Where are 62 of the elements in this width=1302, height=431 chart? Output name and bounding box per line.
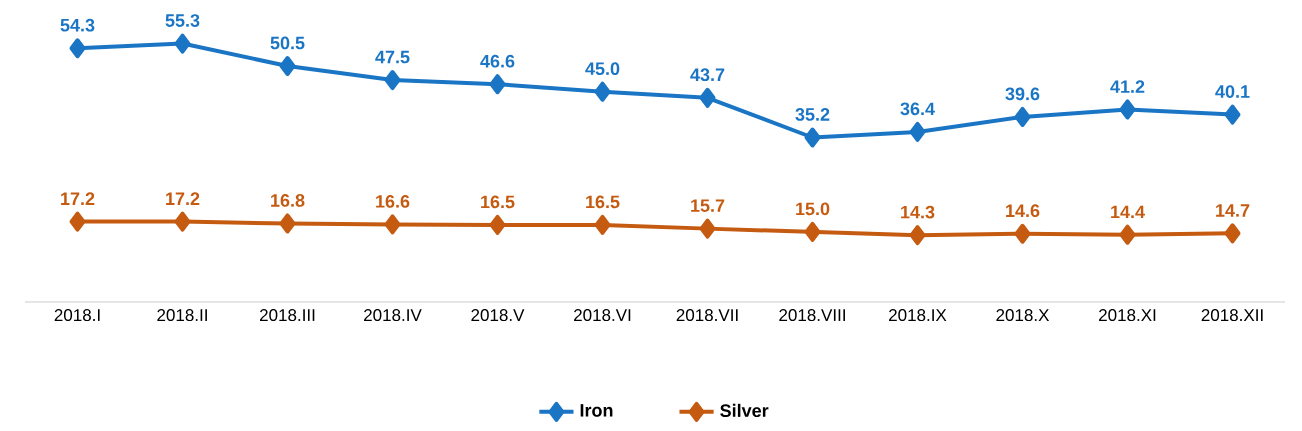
data-label: 55.3 [165,14,200,27]
data-label: 36.4 [900,102,935,116]
point [909,121,926,142]
point [174,211,191,232]
data-label: 41.2 [1110,80,1145,93]
x-tick-label: 2018.VIII [779,309,845,322]
x-tick-label: 2018.I [54,309,100,322]
point [174,33,191,54]
data-label: 16.5 [586,195,620,209]
data-label: 35.2 [795,108,830,121]
x-tick-label: 2018.IV [364,309,422,322]
point [1119,224,1136,245]
data-label: 15.0 [796,202,830,216]
point [909,225,926,246]
point [1224,104,1241,125]
x-tick-label: 2018.IX [889,309,947,322]
point [69,211,86,232]
data-label: 14.7 [1216,204,1250,217]
data-label: 14.3 [901,205,935,219]
point [1224,223,1241,244]
x-tick-label: 2018.VII [676,309,738,322]
point [594,214,611,235]
point [1119,99,1136,120]
data-label: 47.5 [375,50,410,64]
x-tick-label: 2018.V [471,309,525,322]
point [1014,223,1031,244]
data-label: 50.5 [270,36,305,50]
point [594,81,611,102]
x-tick-label: 2018.VI [574,309,631,322]
point [279,213,296,234]
x-tick-label: 2018.XI [1099,309,1156,322]
x-tick-label: 2018.XII [1201,309,1263,322]
data-label: 45.0 [585,62,620,76]
point [279,56,296,77]
data-label: 16.5 [481,195,515,209]
data-label: 43.7 [690,68,725,82]
data-label: 14.6 [1006,204,1040,218]
legend-label: Iron [580,404,613,417]
point [804,221,821,242]
data-label: 54.3 [60,18,95,32]
point [699,87,716,108]
point [699,218,716,239]
x-tick-label: 2018.II [157,309,207,322]
data-label: 15.7 [691,199,725,212]
data-label: 17.2 [166,192,200,205]
data-label: 16.6 [376,195,410,208]
data-label: 14.4 [1111,205,1145,219]
legend-label: Silver [720,403,769,418]
data-label: 39.6 [1005,87,1040,101]
data-label: 40.1 [1215,85,1250,98]
data-label: 16.8 [271,194,305,207]
point [1014,106,1031,127]
point [69,38,86,59]
point [384,70,401,91]
point [489,74,506,95]
data-label: 46.6 [480,54,515,68]
x-tick-label: 2018.III [260,309,315,322]
point [489,214,506,235]
point [804,127,821,148]
data-label: 17.2 [61,192,95,205]
x-tick-label: 2018.X [996,309,1050,322]
point [384,214,401,235]
